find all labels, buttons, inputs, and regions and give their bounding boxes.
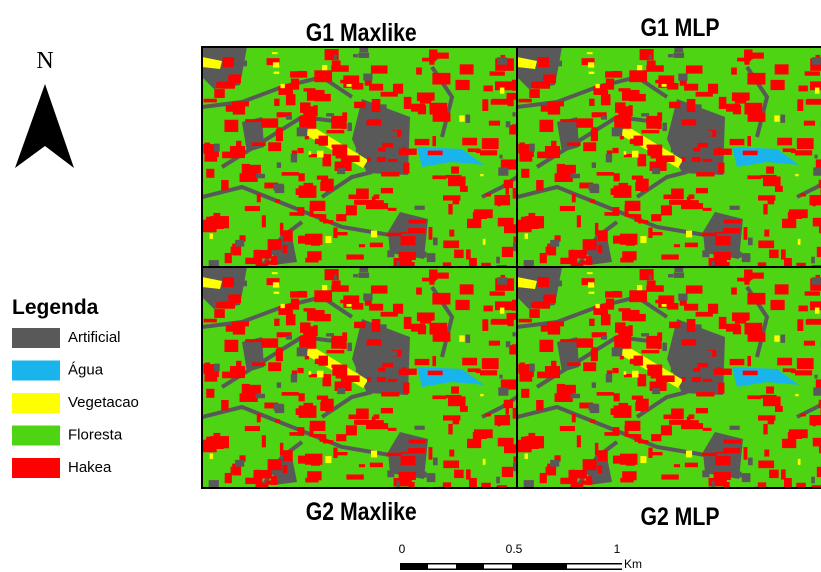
legend-label: Floresta bbox=[68, 426, 123, 443]
legend: Artificial Água Vegetacao Floresta Hakea bbox=[12, 328, 139, 478]
map-panel bbox=[202, 267, 523, 496]
map-panel bbox=[517, 267, 821, 496]
map-panel bbox=[517, 47, 821, 276]
panel-title: G1 MLP bbox=[640, 13, 719, 41]
panel-title: G2 Maxlike bbox=[306, 497, 417, 525]
north-arrow bbox=[15, 84, 74, 168]
scale-bar bbox=[400, 563, 622, 570]
legend-label: Água bbox=[68, 361, 104, 378]
legend-label: Hakea bbox=[68, 459, 112, 476]
scale-label: 1 bbox=[614, 542, 621, 556]
legend-swatch bbox=[12, 361, 60, 381]
panel-title: G1 Maxlike bbox=[306, 18, 417, 46]
legend-swatch bbox=[12, 393, 60, 413]
legend-label: Vegetacao bbox=[68, 394, 139, 411]
legend-swatch bbox=[12, 426, 60, 446]
map-figure: G1 Maxlike G1 MLP G2 Maxlike G2 MLP N Le… bbox=[0, 0, 821, 572]
legend-label: Artificial bbox=[68, 329, 121, 346]
panel-title: G2 MLP bbox=[640, 502, 719, 530]
legend-title: Legenda bbox=[12, 296, 99, 319]
map-panel bbox=[202, 47, 523, 276]
scale-label: 0 bbox=[399, 542, 406, 556]
legend-swatch bbox=[12, 328, 60, 348]
scale-label: 0.5 bbox=[506, 542, 523, 556]
scale-unit: Km bbox=[624, 557, 642, 571]
north-label: N bbox=[36, 48, 53, 74]
legend-swatch bbox=[12, 458, 60, 478]
